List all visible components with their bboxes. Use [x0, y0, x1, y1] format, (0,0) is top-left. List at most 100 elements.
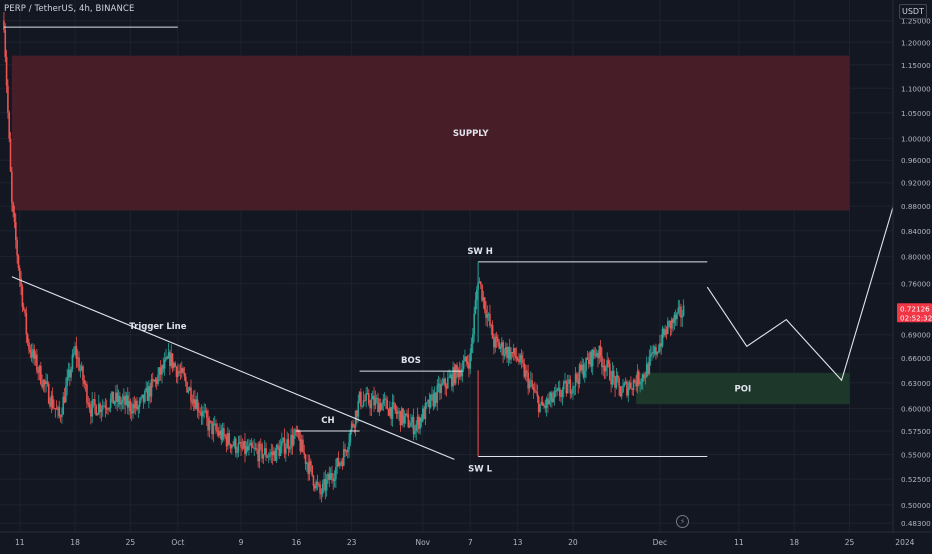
candle-body: [32, 349, 34, 358]
candle-body: [412, 417, 415, 435]
candle-body: [440, 384, 443, 393]
candle-body: [533, 390, 536, 392]
candle-body: [648, 356, 651, 374]
candle-body: [558, 388, 561, 397]
price-tick-label: 0.69000: [901, 331, 931, 340]
candle-body: [148, 386, 150, 402]
candle-body: [79, 369, 82, 371]
currency-button[interactable]: USDT: [899, 4, 927, 19]
candle-body: [615, 375, 618, 388]
candle-body: [339, 462, 341, 466]
candle-body: [163, 359, 166, 369]
candle-body: [146, 387, 149, 402]
candle-body: [128, 400, 130, 408]
projection-annotation: [706, 166, 906, 382]
candle-body: [540, 401, 543, 405]
candle-body: [564, 380, 566, 382]
candle-body: [522, 359, 524, 364]
candle-body: [67, 369, 70, 377]
candle-body: [641, 374, 644, 382]
candle-body: [624, 381, 627, 384]
candle-body: [50, 395, 53, 407]
candle-body: [229, 443, 232, 449]
candle-body: [341, 461, 344, 466]
candle-body: [151, 379, 154, 381]
candle-body: [458, 370, 461, 377]
candle-body: [432, 394, 435, 407]
candle-body: [30, 352, 33, 358]
candle-body: [65, 385, 67, 403]
candle-body: [444, 378, 446, 387]
candle-body: [145, 387, 147, 391]
candle-body: [385, 398, 387, 400]
candle-body: [632, 380, 635, 390]
candle-body: [369, 403, 371, 409]
supply-label: SUPPLY: [453, 129, 490, 139]
candle-body: [129, 400, 132, 412]
price-tick-label: 0.52500: [901, 475, 931, 484]
candle-body: [130, 411, 133, 414]
candle-body: [20, 278, 22, 287]
price-tick-label: 1.15000: [901, 61, 931, 70]
candle-body: [379, 403, 382, 411]
candle-body: [286, 439, 288, 449]
candle-body: [605, 367, 607, 372]
candle-body: [261, 444, 263, 459]
candle-body: [381, 403, 383, 411]
candle-body: [473, 313, 475, 335]
candle-body: [254, 447, 257, 449]
candle-body: [108, 407, 111, 410]
time-tick-label: 9: [239, 538, 244, 547]
candle-body: [273, 450, 275, 456]
candle-body: [90, 408, 92, 417]
candle-body: [136, 400, 138, 410]
time-tick-label: 11: [734, 538, 744, 547]
lightning-bolt-icon[interactable]: ⚡: [676, 515, 689, 528]
candle-body: [178, 371, 180, 373]
candle-body: [321, 483, 324, 494]
candle-body: [340, 461, 342, 463]
candle-body: [503, 353, 506, 356]
candle-body: [236, 452, 238, 454]
symbol-title: PERP / TetherUS, 4h, BINANCE: [4, 4, 135, 14]
candle-body: [565, 380, 568, 394]
candle-body: [626, 381, 628, 396]
candle-body: [188, 387, 191, 391]
candle-body: [420, 417, 423, 422]
candle-body: [495, 336, 498, 339]
candle-body: [203, 410, 205, 412]
candle-body: [71, 354, 74, 369]
candle-body: [374, 398, 377, 406]
candle-body: [622, 385, 624, 393]
candle-body: [545, 398, 548, 408]
candle-body: [37, 370, 39, 373]
candle-body: [421, 408, 424, 422]
candle-body: [335, 466, 337, 480]
candle-body: [504, 347, 507, 354]
time-tick-label: 11: [15, 538, 25, 547]
candle-body: [516, 358, 519, 361]
candle-body: [635, 382, 637, 387]
candle-body: [242, 441, 245, 449]
candle-body: [610, 380, 612, 385]
candle-body: [556, 388, 558, 392]
candle-body: [578, 364, 581, 384]
candle-body: [22, 306, 25, 310]
candle-body: [29, 349, 32, 353]
candle-body: [531, 380, 533, 388]
candle-body: [552, 398, 554, 403]
candle-body: [277, 445, 279, 448]
candle-body: [659, 343, 661, 352]
candle-body: [445, 386, 448, 389]
countdown-timer: 02:52:32: [900, 313, 932, 322]
candle-body: [173, 363, 175, 368]
candle-body: [672, 319, 674, 323]
candle-body: [262, 454, 265, 459]
candle-body: [259, 443, 262, 445]
candle-body: [300, 439, 303, 452]
candle-body: [91, 400, 93, 417]
candle-body: [393, 402, 395, 404]
candle-body: [541, 401, 544, 406]
